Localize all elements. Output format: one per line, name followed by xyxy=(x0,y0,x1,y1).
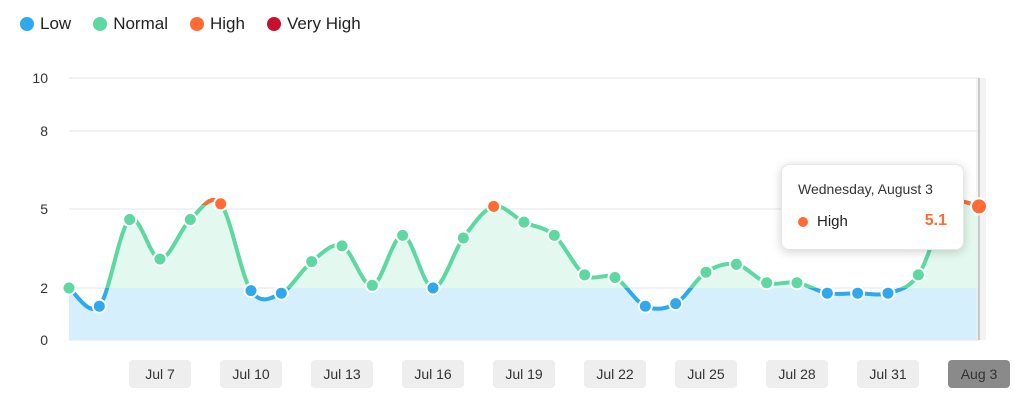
data-point-jul-14 xyxy=(364,277,380,293)
data-point-jul-26 xyxy=(728,256,744,272)
legend-item-low[interactable]: Low xyxy=(20,14,71,34)
xtick-pill-jul-19 xyxy=(493,360,555,388)
xtick-label-jul-19: Jul 19 xyxy=(505,366,543,382)
ytick-label-10: 10 xyxy=(32,70,48,86)
data-point-jul-8 xyxy=(182,212,198,228)
tooltip-value: 5.1 xyxy=(924,212,947,229)
xtick-pill-jul-13 xyxy=(311,360,373,388)
ytick-label-8: 8 xyxy=(40,123,48,139)
data-point-jul-4 xyxy=(61,280,77,296)
data-point-jul-23 xyxy=(637,298,653,314)
data-point-jul-7 xyxy=(152,251,168,267)
xtick-pill-jul-16 xyxy=(402,360,464,388)
xtick-label-jul-16: Jul 16 xyxy=(414,366,452,382)
xtick-pill-jul-22 xyxy=(584,360,646,388)
tooltip-level: High xyxy=(817,213,848,230)
legend-label-normal: Normal xyxy=(113,14,168,33)
area-normal-fill xyxy=(69,199,979,288)
data-point-jul-12 xyxy=(304,254,320,270)
legend-item-high[interactable]: High xyxy=(189,14,245,34)
data-point-jul-21 xyxy=(577,267,593,283)
legend-dot-very-high xyxy=(266,17,281,31)
tooltip-level-dot xyxy=(798,217,808,227)
data-point-jul-24 xyxy=(668,296,684,312)
legend-dot-normal xyxy=(93,17,108,31)
data-point-jul-5 xyxy=(91,298,107,314)
xtick-label-jul-28: Jul 28 xyxy=(778,366,816,382)
xtick-pill-jul-25 xyxy=(675,360,737,388)
data-point-jul-27 xyxy=(759,275,775,291)
data-point-jul-18 xyxy=(486,198,502,214)
xtick-label-jul-7: Jul 7 xyxy=(145,366,175,382)
data-point-jul-19 xyxy=(516,214,532,230)
data-point-jul-31 xyxy=(880,285,896,301)
data-point-jul-15 xyxy=(395,227,411,243)
data-point-aug-3 xyxy=(970,197,988,216)
legend-item-normal[interactable]: Normal xyxy=(93,14,168,34)
ytick-label-5: 5 xyxy=(40,201,48,217)
data-point-jul-25 xyxy=(698,264,714,280)
data-point-jul-6 xyxy=(122,212,138,228)
xtick-label-jul-25: Jul 25 xyxy=(687,366,725,382)
data-point-jul-28 xyxy=(789,275,805,291)
chart-legend: Low Normal High Very High xyxy=(20,14,361,34)
data-point-jul-30 xyxy=(850,285,866,301)
data-point-jul-13 xyxy=(334,238,350,254)
data-tooltip: Wednesday, August 3 High 5.1 xyxy=(781,164,964,250)
xtick-pill-jul-10 xyxy=(220,360,282,388)
xtick-pill-jul-28 xyxy=(766,360,828,388)
data-point-jul-11 xyxy=(273,285,289,301)
legend-label-very-high: Very High xyxy=(286,14,361,33)
xtick-label-jul-13: Jul 13 xyxy=(323,366,361,382)
ytick-label-2: 2 xyxy=(40,280,48,296)
legend-label-low: Low xyxy=(40,14,72,33)
xtick-pill-aug-3 xyxy=(948,360,1010,388)
ytick-label-0: 0 xyxy=(40,332,48,348)
legend-label-high: High xyxy=(209,14,245,33)
xtick-label-jul-22: Jul 22 xyxy=(596,366,634,382)
data-point-jul-29 xyxy=(819,285,835,301)
xtick-pill-jul-7 xyxy=(129,360,191,388)
xtick-label-jul-10: Jul 10 xyxy=(232,366,270,382)
xtick-pill-jul-31 xyxy=(857,360,919,388)
xtick-label-aug-3: Aug 3 xyxy=(961,366,998,382)
area-low-fill xyxy=(69,288,979,340)
data-point-aug-1 xyxy=(910,267,926,283)
legend-dot-high xyxy=(189,17,204,31)
data-point-jul-22 xyxy=(607,269,623,285)
data-point-jul-20 xyxy=(546,227,562,243)
data-point-jul-9 xyxy=(213,196,229,212)
xtick-label-jul-31: Jul 31 xyxy=(869,366,907,382)
tooltip-date: Wednesday, August 3 xyxy=(798,181,933,197)
data-point-jul-17 xyxy=(455,230,471,246)
legend-item-very-high[interactable]: Very High xyxy=(266,14,361,34)
legend-dot-low xyxy=(20,17,34,31)
data-point-jul-16 xyxy=(425,280,441,296)
data-point-jul-10 xyxy=(243,283,259,299)
